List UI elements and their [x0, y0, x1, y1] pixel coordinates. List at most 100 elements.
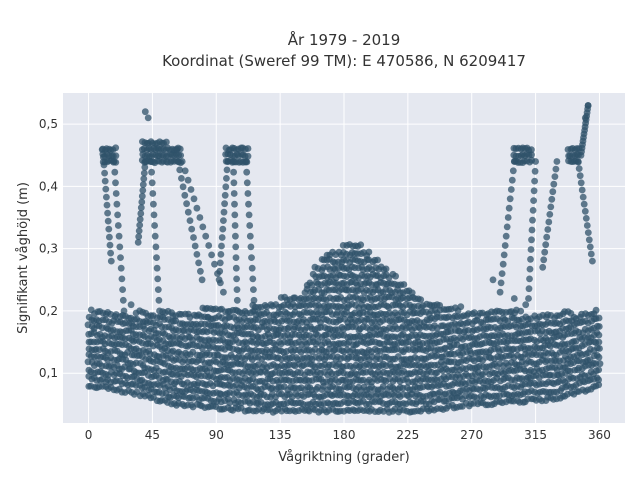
data-point: [179, 183, 187, 191]
data-point: [244, 152, 252, 160]
data-point: [233, 275, 241, 283]
data-point: [498, 270, 506, 277]
data-point: [112, 179, 119, 187]
data-point: [243, 168, 251, 176]
data-point: [154, 286, 162, 293]
data-point: [184, 176, 192, 184]
data-point: [582, 215, 590, 222]
data-point: [500, 251, 508, 259]
data-point: [551, 173, 559, 181]
data-point: [595, 366, 603, 374]
data-point: [140, 175, 148, 183]
data-point: [578, 186, 586, 194]
x-tick-label: 315: [524, 428, 547, 442]
data-point: [231, 211, 239, 219]
data-point: [583, 222, 591, 229]
data-point: [190, 195, 198, 203]
data-point: [113, 200, 121, 208]
data-point: [234, 307, 242, 315]
data-point: [595, 376, 602, 384]
data-point: [231, 222, 239, 229]
data-point: [127, 301, 135, 309]
data-point: [176, 166, 184, 174]
y-tick-label: 0,1: [39, 366, 58, 380]
data-point: [577, 179, 585, 187]
data-point: [199, 223, 207, 231]
data-point: [525, 285, 533, 293]
data-point: [230, 190, 238, 197]
data-point: [117, 254, 124, 261]
data-point: [102, 185, 110, 193]
data-point: [595, 353, 603, 361]
data-point: [408, 289, 416, 297]
data-point: [195, 259, 203, 267]
data-point: [120, 307, 128, 315]
data-point: [530, 197, 537, 205]
data-point: [112, 152, 120, 160]
data-point: [177, 152, 185, 159]
data-point: [532, 158, 539, 165]
data-point: [119, 286, 126, 293]
data-point: [190, 234, 197, 241]
data-point: [586, 243, 594, 251]
data-point: [539, 263, 547, 271]
data-point: [506, 195, 514, 203]
data-point: [584, 102, 592, 109]
data-point: [173, 145, 180, 153]
data-point: [531, 167, 539, 175]
data-point: [244, 145, 252, 152]
x-axis-title: Vågriktning (grader): [278, 450, 409, 465]
data-point: [135, 227, 143, 235]
data-point: [178, 175, 185, 182]
data-point: [550, 180, 558, 188]
data-point: [250, 286, 257, 293]
data-point: [135, 233, 143, 241]
data-point: [218, 234, 226, 241]
data-point: [528, 146, 535, 154]
data-point: [198, 276, 206, 284]
data-point: [110, 158, 118, 165]
data-point: [242, 158, 250, 165]
x-tick-label: 270: [460, 428, 483, 442]
data-point: [156, 307, 163, 315]
data-point: [543, 233, 551, 241]
data-point: [107, 249, 114, 257]
data-point: [248, 254, 255, 261]
data-point: [592, 306, 600, 314]
x-tick-label: 135: [269, 428, 292, 442]
data-point: [100, 161, 108, 169]
data-point: [526, 275, 533, 283]
data-point: [576, 172, 584, 180]
data-point: [596, 345, 603, 352]
data-point: [221, 191, 229, 199]
data-point: [221, 200, 229, 208]
data-point: [244, 190, 252, 197]
data-point: [548, 195, 556, 203]
data-point: [245, 211, 253, 219]
data-point: [181, 167, 189, 175]
x-tick-label: 225: [396, 428, 419, 442]
data-point: [188, 225, 196, 233]
data-point: [152, 243, 160, 251]
data-point: [138, 192, 146, 200]
data-point: [218, 242, 225, 250]
data-point: [527, 255, 534, 263]
data-point: [517, 307, 525, 315]
data-point: [357, 241, 365, 249]
data-point: [233, 296, 241, 304]
data-point: [101, 177, 109, 185]
data-point: [107, 257, 115, 265]
data-point: [509, 167, 517, 175]
data-point: [103, 193, 110, 201]
data-point: [392, 272, 399, 280]
data-point: [546, 211, 554, 218]
data-point: [436, 302, 444, 309]
data-point: [250, 296, 258, 304]
data-point: [575, 165, 583, 173]
data-point: [223, 166, 231, 174]
data-point: [154, 275, 162, 283]
data-point: [497, 279, 505, 287]
data-point: [149, 190, 157, 197]
data-point: [116, 243, 124, 251]
data-point: [247, 243, 255, 251]
